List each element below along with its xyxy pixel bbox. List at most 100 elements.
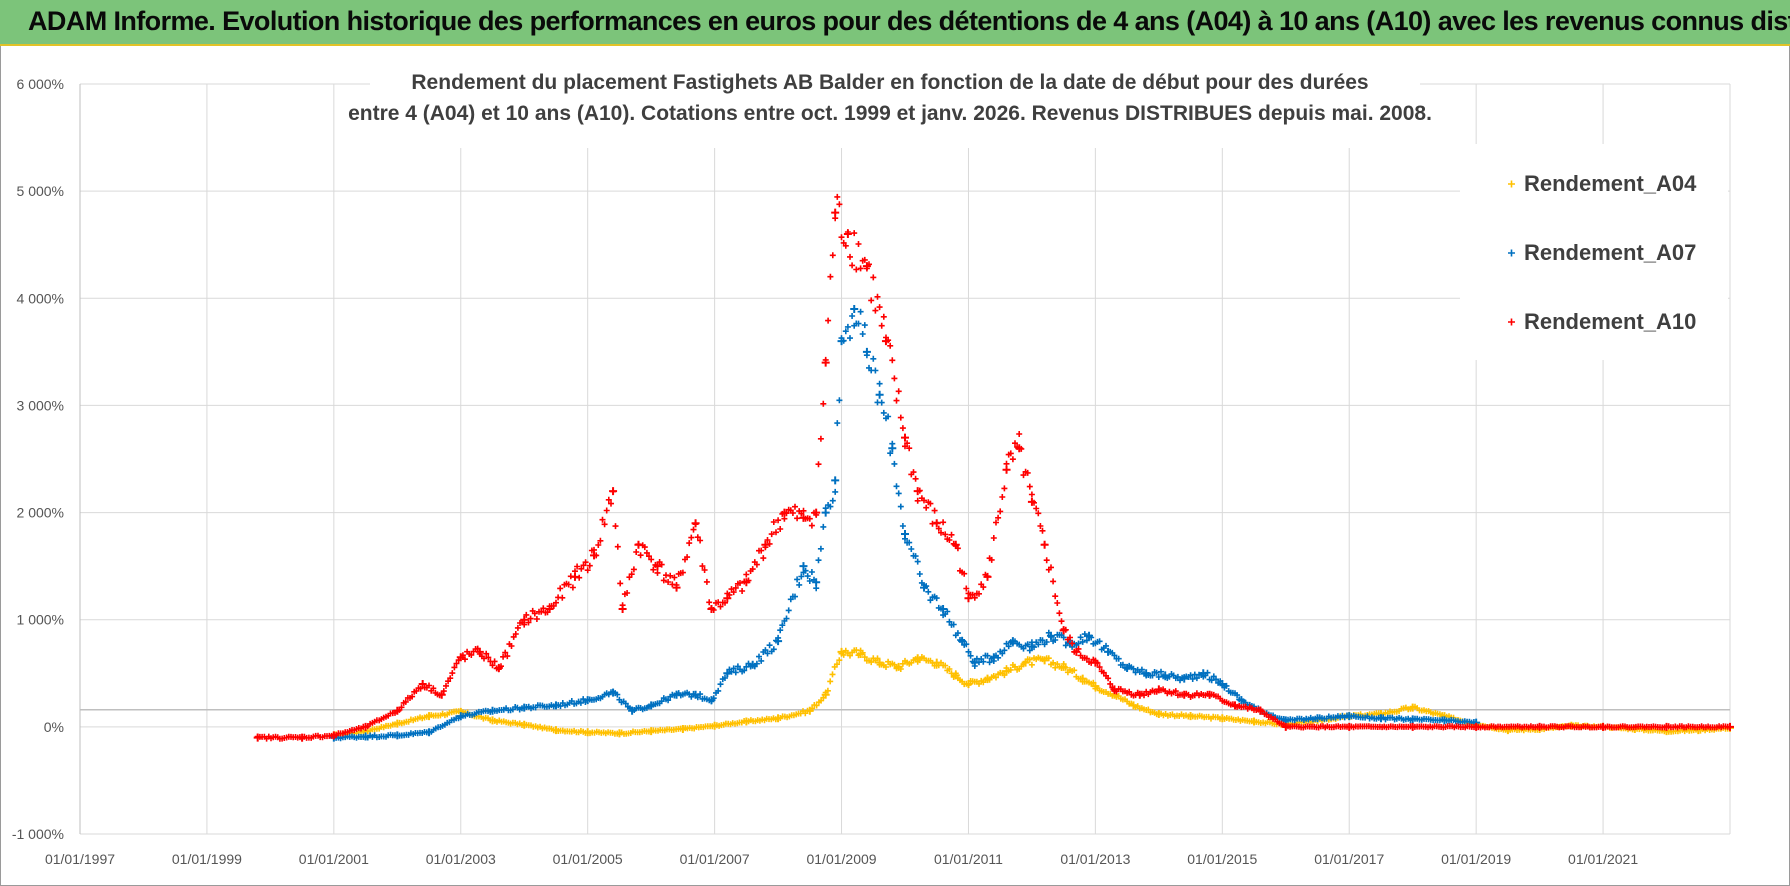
data-point <box>707 696 716 705</box>
data-point <box>958 637 967 646</box>
x-tick-label: 01/01/2013 <box>1060 851 1130 867</box>
y-tick-label: 3 000% <box>17 397 64 413</box>
data-point <box>1180 674 1189 683</box>
x-tick-label: 01/01/2007 <box>680 851 750 867</box>
data-point <box>590 551 599 560</box>
data-point <box>475 647 484 656</box>
data-point <box>1256 706 1265 715</box>
data-point <box>1535 722 1544 731</box>
data-point <box>647 701 656 710</box>
data-point <box>821 358 830 367</box>
data-point <box>361 732 370 741</box>
data-point <box>780 508 789 517</box>
data-point <box>393 719 402 728</box>
data-point <box>583 728 592 737</box>
data-point <box>799 513 808 522</box>
data-point <box>456 712 465 721</box>
data-point <box>1237 696 1246 705</box>
data-point <box>1161 671 1170 680</box>
x-tick-label: 01/01/1997 <box>45 851 115 867</box>
data-point <box>1002 465 1011 474</box>
data-point <box>774 714 783 723</box>
chart-title-line2: entre 4 (A04) et 10 ans (A10). Cotations… <box>348 102 1432 125</box>
data-point <box>1091 658 1100 667</box>
x-tick-label: 01/01/2017 <box>1314 851 1384 867</box>
data-point <box>932 519 941 528</box>
data-point <box>1281 722 1290 731</box>
data-point <box>707 605 716 613</box>
data-point <box>1046 631 1055 640</box>
data-point <box>672 690 681 699</box>
data-point <box>1726 722 1734 731</box>
data-point <box>1186 712 1195 721</box>
legend-label: Rendement_A07 <box>1524 240 1696 265</box>
data-point <box>361 722 370 731</box>
data-point <box>609 487 618 496</box>
data-point <box>723 669 732 678</box>
data-point <box>494 663 503 672</box>
data-point <box>983 674 992 683</box>
data-point <box>856 650 865 658</box>
data-point <box>551 701 560 710</box>
data-point <box>970 658 979 667</box>
data-point <box>1180 690 1189 699</box>
data-point <box>799 562 808 571</box>
data-point <box>831 208 840 217</box>
data-point <box>774 637 783 646</box>
x-tick-label: 01/01/2005 <box>553 851 623 867</box>
y-tick-label: 0% <box>44 719 64 735</box>
data-point <box>628 706 637 715</box>
data-point <box>298 733 307 742</box>
data-point <box>678 725 687 733</box>
x-axis-tick-labels: 01/01/1997 01/01/1999 01/01/2001 01/01/2003… <box>45 851 1638 867</box>
data-point <box>1408 722 1417 731</box>
x-tick-label: 01/01/2011 <box>934 851 1003 867</box>
data-point <box>723 594 732 603</box>
header-banner: ADAM Informe. Evolution historique des p… <box>0 0 1790 46</box>
data-point <box>951 540 960 549</box>
data-point <box>742 578 751 587</box>
data-point <box>894 662 903 671</box>
data-point <box>932 658 941 667</box>
data-point <box>1345 712 1354 721</box>
data-point <box>437 690 446 699</box>
data-point <box>1142 669 1151 678</box>
data-point <box>583 696 592 705</box>
data-point <box>456 653 465 662</box>
data-point <box>1015 444 1024 453</box>
data-point <box>821 690 830 699</box>
data-point <box>862 262 871 271</box>
data-point <box>653 562 662 571</box>
data-point <box>920 583 929 592</box>
data-point <box>888 444 897 453</box>
data-point <box>862 347 871 356</box>
y-axis-tick-labels: -1 000% 0% 1 000% 2 000% 3 000% 4 000% 5 000% 6… <box>12 76 64 842</box>
legend-box <box>1460 144 1728 360</box>
data-point <box>1408 703 1417 712</box>
data-point <box>843 230 852 238</box>
data-point <box>1072 647 1081 656</box>
legend-label: Rendement_A04 <box>1524 171 1697 196</box>
data-point <box>672 583 681 592</box>
data-point <box>901 530 909 538</box>
data-point <box>1027 497 1036 506</box>
data-point <box>761 540 770 549</box>
data-point <box>821 508 830 517</box>
data-point <box>1199 669 1208 678</box>
x-tick-label: 01/01/1999 <box>172 851 242 867</box>
series-Rendement_A10 <box>253 193 1734 742</box>
x-tick-label: 01/01/2019 <box>1441 851 1511 867</box>
data-point <box>1345 722 1354 731</box>
data-point <box>1408 715 1417 724</box>
y-tick-label: 2 000% <box>17 505 64 521</box>
chart-legend: Rendement_A04 Rendement_A07 Rendement_A10 <box>1508 171 1697 334</box>
data-point <box>831 476 840 485</box>
data-point <box>1104 647 1113 656</box>
data-point <box>964 680 973 688</box>
data-point <box>425 728 434 737</box>
data-point <box>609 688 618 697</box>
data-point <box>1110 685 1119 694</box>
data-point <box>805 706 814 715</box>
data-point <box>1472 722 1481 731</box>
data-point <box>913 487 922 496</box>
